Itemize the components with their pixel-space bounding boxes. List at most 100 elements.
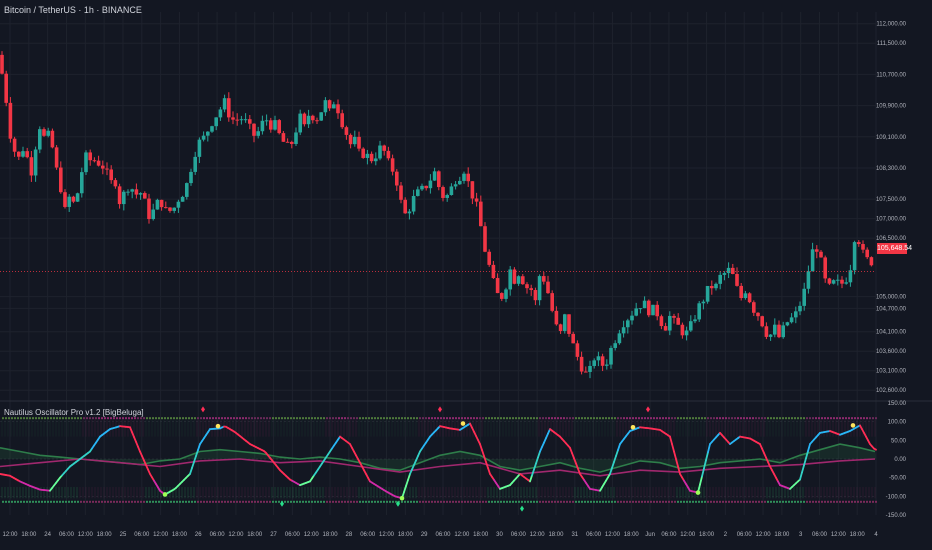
osc-bottom-dash [770,500,772,503]
x-axis-tick-label: 18:00 [774,532,790,538]
osc-top-dash [683,417,685,420]
x-axis-tick-label: 06:00 [285,532,301,538]
candle-body [789,317,794,323]
osc-bottom-dash [230,500,232,503]
osc-bottom-dash [824,500,826,503]
osc-bottom-dash [755,500,757,503]
osc-fast-segment [807,443,811,453]
osc-top-dash [428,417,430,420]
osc-top-dash [455,417,457,420]
osc-bottom-dash [308,500,310,503]
osc-bottom-dash [503,500,505,503]
candle-body [285,141,290,143]
candle-body [0,54,4,74]
osc-bottom-dash [392,500,394,503]
x-axis-tick-label: 28 [346,532,353,538]
osc-fast-segment [675,458,679,468]
osc-bottom-dash [83,500,85,503]
candle-body [861,244,865,250]
candle-body [411,195,416,212]
osc-top-dash [347,417,349,420]
osc-top-dash [695,417,697,420]
osc-top-dash [344,417,346,420]
osc-top-dash [47,417,49,420]
osc-top-dash [767,417,769,420]
osc-bottom-dash [527,500,529,503]
osc-top-dash [86,417,88,420]
osc-bottom-dash [554,500,556,503]
candle-body [827,278,832,284]
price-axis-tick-label: 104,100.00 [876,330,907,336]
candle-body [75,193,80,202]
osc-bottom-dash [383,500,385,503]
candle-body [689,321,693,331]
x-axis-tick-label: 06:00 [435,532,451,538]
osc-fast-segment [703,459,707,470]
osc-peak-marker [630,424,636,430]
osc-bottom-dash [827,500,829,503]
osc-bottom-dash [92,500,94,503]
x-axis-tick-label: 12:00 [756,532,772,538]
osc-bottom-dash [599,500,601,503]
candle-body [50,130,55,148]
osc-top-dash [806,417,808,420]
osc-bottom-dash [488,500,490,503]
osc-bottom-dash [692,500,694,503]
candle-body [172,207,176,211]
osc-top-dash [680,417,682,420]
osc-top-dash [488,417,490,420]
osc-top-dash [809,417,811,420]
candle-body [554,310,559,325]
osc-bottom-dash [80,500,82,503]
osc-top-dash [644,417,646,420]
candle-body [504,289,508,299]
osc-top-dash [746,417,748,420]
osc-bottom-dash [401,500,403,503]
osc-bottom-dash [458,500,460,503]
osc-top-dash [557,417,559,420]
candle-body [747,293,752,303]
osc-top-dash [11,417,13,420]
osc-top-dash [716,417,718,420]
osc-top-dash [71,417,73,420]
candle-body [802,288,806,306]
osc-bottom-dash [863,500,865,503]
osc-fast-segment [481,449,485,457]
osc-top-dash [614,417,616,420]
osc-bottom-dash [707,500,709,503]
osc-bottom-dash [506,500,508,503]
osc-bottom-dash [380,500,382,503]
osc-fast-segment [677,465,681,475]
osc-top-dash [200,417,202,420]
candle-body [680,324,685,336]
osc-top-dash [122,417,124,420]
osc-bottom-dash [320,500,322,503]
osc-top-dash [383,417,385,420]
osc-top-dash [104,417,106,420]
osc-bottom-dash [452,500,454,503]
osc-top-dash [242,417,244,420]
candle-body [369,153,374,162]
osc-bottom-dash [626,500,628,503]
osc-peak-marker [850,423,856,428]
osc-top-dash [332,417,334,420]
osc-top-dash [569,417,571,420]
osc-top-dash [827,417,829,420]
osc-top-dash [566,417,568,420]
candle-body [823,257,827,279]
osc-bottom-dash [686,500,688,503]
osc-top-dash [842,417,844,420]
osc-bottom-dash [35,500,37,503]
osc-top-dash [296,417,298,420]
osc-fast-segment [799,471,803,481]
candle-body [256,131,260,136]
osc-top-dash [260,417,262,420]
osc-bottom-dash [509,500,511,503]
candle-body [756,312,760,317]
osc-top-dash [53,417,55,420]
osc-bottom-dash [311,500,313,503]
osc-top-dash [791,417,793,420]
candle-body [134,189,139,195]
osc-top-dash [371,417,373,420]
candle-body [88,152,92,161]
